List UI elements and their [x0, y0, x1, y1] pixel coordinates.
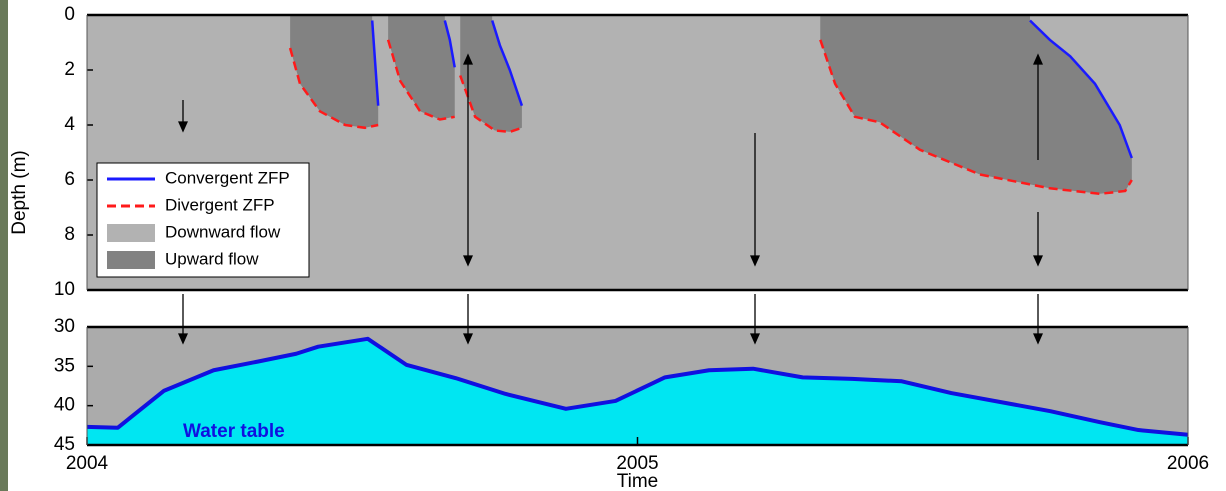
upward-flow-region	[388, 15, 455, 120]
x-axis-label: Time	[617, 471, 659, 491]
legend-swatch	[107, 251, 155, 269]
legend-label: Divergent ZFP	[165, 195, 275, 214]
y-tick-label: 8	[64, 224, 75, 245]
y-tick-label: 45	[54, 434, 75, 455]
y-tick-label: 4	[64, 114, 75, 135]
upward-flow-region	[820, 15, 1132, 194]
y-tick-label: 40	[54, 395, 75, 416]
x-tick-label: 2006	[1167, 453, 1209, 474]
x-tick-label: 2005	[616, 453, 658, 474]
y-tick-label: 6	[64, 169, 75, 190]
series-annotation: Water table	[183, 421, 285, 442]
legend-label: Upward flow	[165, 249, 259, 268]
legend-label: Downward flow	[165, 222, 281, 241]
y-tick-label: 0	[64, 4, 75, 25]
legend-swatch	[107, 224, 155, 242]
x-tick-label: 2004	[66, 453, 109, 474]
y-tick-label: 2	[64, 59, 75, 80]
y-tick-label: 35	[54, 355, 75, 376]
y-axis-label: Depth (m)	[9, 150, 30, 234]
y-tick-label: 30	[54, 316, 75, 337]
upward-flow-region	[460, 15, 522, 132]
y-tick-label: 10	[54, 279, 75, 300]
zfp-line	[288, 39, 1133, 196]
legend-label: Convergent ZFP	[165, 168, 290, 187]
zfp-line	[370, 19, 1133, 159]
water-table-line	[86, 336, 1189, 437]
plots: Convergent ZFP Divergent ZFP Downward flow…	[9, 4, 1209, 491]
arrows	[177, 53, 1044, 345]
edge-strip	[0, 0, 8, 491]
